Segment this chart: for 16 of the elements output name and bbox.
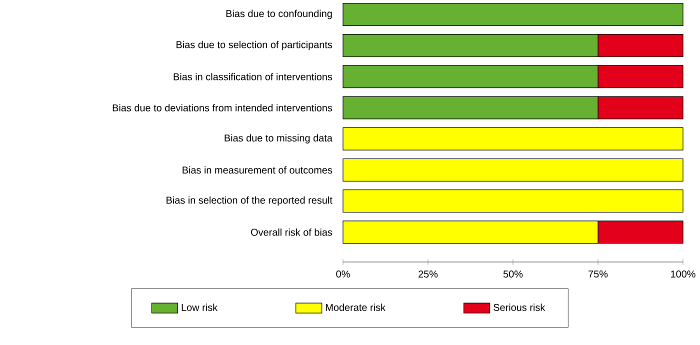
y-tick-label: Bias in selection of the reported result xyxy=(166,196,332,206)
y-tick-label: Bias due to missing data xyxy=(224,134,332,144)
x-tick-label: 50% xyxy=(503,270,523,278)
x-tick-label: 75% xyxy=(588,270,608,278)
x-tick-label: 25% xyxy=(418,270,438,278)
y-tick-label: Overall risk of bias xyxy=(251,228,332,236)
y-tick-label: Bias due to deviations from intended interventions xyxy=(112,104,332,112)
legend-label: Serious risk xyxy=(494,304,546,311)
legend-label: Moderate risk xyxy=(326,304,386,311)
legend-label: Low risk xyxy=(182,304,218,311)
x-tick-label: 0% xyxy=(336,270,350,278)
y-tick-label: Bias due to confounding xyxy=(226,10,332,20)
x-tick-label: 100% xyxy=(671,270,696,278)
y-tick-label: Bias in measurement of outcomes xyxy=(182,166,332,174)
y-tick-label: Bias due to selection of participants xyxy=(176,40,332,50)
y-tick-label: Bias in classification of interventions xyxy=(174,72,332,80)
